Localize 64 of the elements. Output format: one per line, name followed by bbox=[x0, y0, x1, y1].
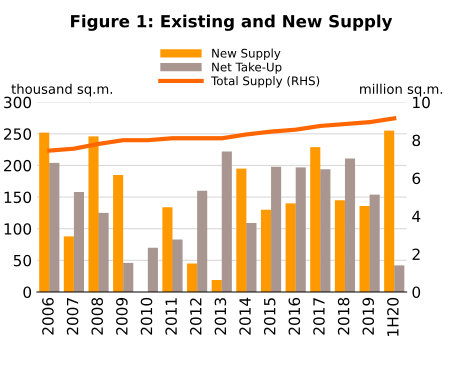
y-tick-label: 100 bbox=[4, 223, 32, 235]
bar bbox=[286, 203, 296, 292]
bar bbox=[187, 264, 198, 292]
x-tick-label: 2012 bbox=[190, 298, 202, 335]
x-tick-label: 2017 bbox=[313, 298, 325, 335]
y-tick-label: 300 bbox=[4, 96, 32, 108]
bar bbox=[236, 168, 246, 292]
bar bbox=[148, 248, 158, 292]
bar bbox=[394, 265, 404, 292]
bar bbox=[222, 152, 232, 292]
y-tick-label: 50 bbox=[14, 254, 32, 266]
x-tick-label: 2013 bbox=[214, 298, 226, 335]
bar bbox=[271, 166, 282, 292]
y-tick-label: 150 bbox=[4, 192, 32, 204]
bar bbox=[49, 162, 60, 292]
x-tick-label: 2007 bbox=[66, 298, 78, 335]
x-tick-label: 2018 bbox=[338, 298, 350, 335]
bar bbox=[113, 174, 124, 292]
x-tick-label: 2009 bbox=[116, 298, 128, 335]
bar bbox=[197, 190, 208, 292]
y2-axis-title: million sq.m. bbox=[360, 84, 442, 97]
y-tick-label: 200 bbox=[4, 160, 32, 172]
bar bbox=[74, 192, 84, 292]
y2-tick-label: 4 bbox=[412, 210, 420, 222]
y-tick-label: 0 bbox=[23, 286, 32, 298]
y-tick-label: 250 bbox=[4, 128, 32, 140]
x-tick-label: 2011 bbox=[165, 298, 177, 335]
legend-label: New Supply bbox=[212, 48, 280, 60]
x-tick-label: 2019 bbox=[362, 298, 374, 335]
bar bbox=[172, 239, 183, 292]
bar bbox=[88, 136, 99, 292]
bar bbox=[246, 223, 256, 292]
line-series bbox=[47, 116, 396, 153]
bar bbox=[64, 236, 74, 292]
bar bbox=[320, 169, 330, 292]
y2-tick-label: 0 bbox=[412, 286, 420, 298]
x-tick-label: 2014 bbox=[239, 298, 251, 335]
x-tick-label: 2008 bbox=[91, 298, 103, 335]
x-tick-label: 2015 bbox=[264, 298, 276, 335]
bar bbox=[344, 158, 356, 292]
bar bbox=[384, 130, 394, 292]
y-axis-title: thousand sq.m. bbox=[11, 84, 112, 97]
bar bbox=[162, 207, 172, 292]
bar bbox=[39, 132, 50, 292]
bar bbox=[260, 210, 272, 292]
legend-label: Total Supply (RHS) bbox=[211, 76, 320, 88]
y2-tick-label: 8 bbox=[412, 134, 420, 146]
bar bbox=[123, 262, 134, 292]
x-tick-label: 2010 bbox=[140, 298, 152, 335]
y2-tick-label: 10 bbox=[413, 96, 430, 108]
bar bbox=[360, 206, 370, 292]
bar bbox=[212, 280, 222, 292]
x-tick-label: 2006 bbox=[42, 298, 54, 335]
bar bbox=[370, 194, 380, 292]
bar bbox=[310, 147, 320, 292]
y2-tick-label: 6 bbox=[412, 172, 420, 184]
y2-tick-label: 2 bbox=[412, 248, 420, 260]
x-tick-label: 1H20 bbox=[387, 298, 399, 336]
x-tick-label: 2016 bbox=[288, 298, 300, 335]
bar bbox=[334, 200, 345, 292]
chart-title: Figure 1: Existing and New Supply bbox=[71, 14, 392, 31]
bar bbox=[296, 167, 306, 292]
legend-label: Net Take-Up bbox=[212, 62, 282, 74]
bar bbox=[98, 212, 109, 292]
